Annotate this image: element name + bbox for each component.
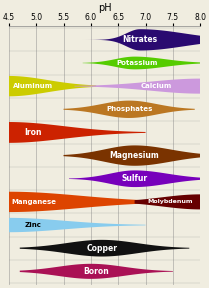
Polygon shape: [9, 192, 173, 212]
Polygon shape: [9, 76, 96, 96]
Text: Zinc: Zinc: [25, 222, 42, 228]
Polygon shape: [9, 122, 145, 143]
Text: Sulfur: Sulfur: [122, 174, 148, 183]
Text: Magnesium: Magnesium: [110, 151, 159, 160]
Text: Copper: Copper: [86, 244, 117, 253]
Polygon shape: [64, 145, 200, 166]
Polygon shape: [9, 218, 145, 232]
Text: Molybdenum: Molybdenum: [147, 199, 193, 204]
Text: Manganese: Manganese: [11, 199, 56, 205]
Text: Nitrates: Nitrates: [122, 35, 158, 44]
Polygon shape: [69, 170, 200, 187]
Text: Boron: Boron: [83, 267, 109, 276]
Polygon shape: [83, 57, 200, 69]
Polygon shape: [135, 194, 200, 209]
Text: Calcium: Calcium: [141, 83, 172, 89]
Polygon shape: [83, 29, 200, 50]
Title: pH: pH: [98, 3, 111, 13]
Text: Phosphates: Phosphates: [106, 106, 152, 112]
Polygon shape: [74, 79, 200, 94]
Polygon shape: [64, 101, 195, 118]
Polygon shape: [20, 240, 189, 257]
Text: Aluminum: Aluminum: [13, 83, 54, 89]
Text: Iron: Iron: [25, 128, 42, 137]
Text: Potassium: Potassium: [117, 60, 158, 66]
Polygon shape: [20, 264, 173, 279]
